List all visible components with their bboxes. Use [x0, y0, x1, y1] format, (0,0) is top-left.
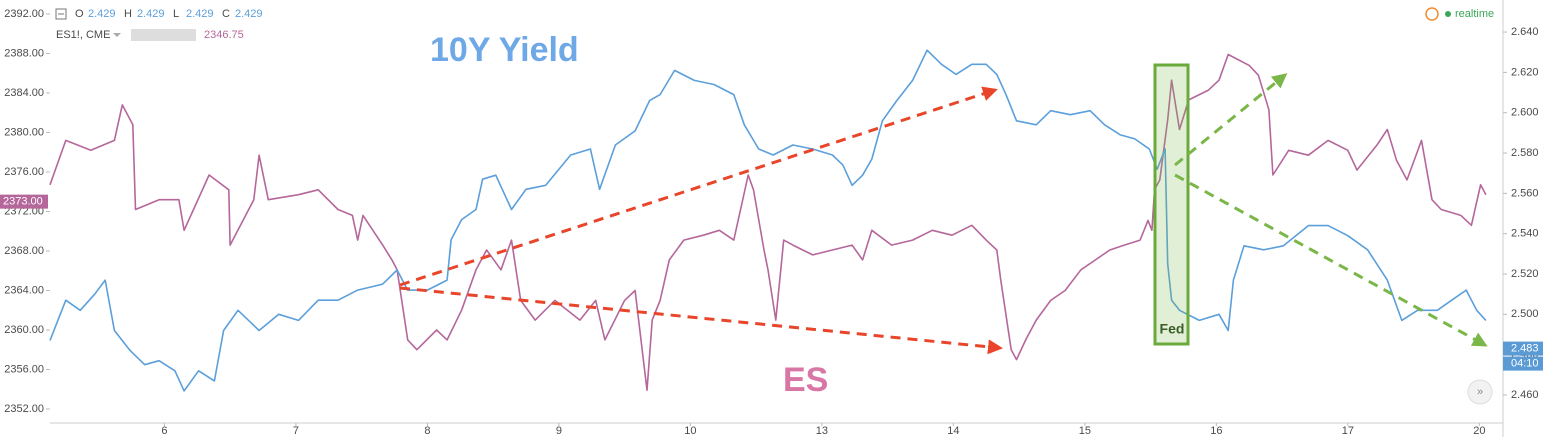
x-tick-label: 9: [556, 425, 562, 437]
ohlc-value: 2.429: [88, 8, 116, 20]
status-dot: [1445, 11, 1451, 17]
y-tick-label: 2352.00: [4, 403, 44, 415]
ohlc-value: 2.429: [137, 8, 165, 20]
arrow: [399, 86, 998, 287]
status: realtime: [1455, 8, 1494, 20]
arrows: [399, 73, 1488, 355]
series-line: [49, 49, 1487, 392]
y-tick-label: 2388.00: [4, 47, 44, 59]
dropdown-icon[interactable]: [113, 33, 121, 37]
series-label: 10Y Yield: [430, 31, 579, 69]
x-tick-label: 13: [816, 425, 828, 437]
arrow: [1174, 73, 1288, 167]
warning-icon[interactable]: [1425, 7, 1439, 21]
y-tick-label: 2356.00: [4, 363, 44, 375]
y-tick-label: 2364.00: [4, 284, 44, 296]
plot-area: [49, 49, 1487, 392]
y-tick-label: 2360.00: [4, 324, 44, 336]
y2-tick-label: 2.500: [1511, 308, 1539, 320]
y2-tick-label: 2.560: [1511, 187, 1539, 199]
series-labels: 10Y Yield ES: [430, 31, 828, 399]
ohlc-key: H: [124, 8, 132, 20]
x-tick-label: 15: [1079, 425, 1091, 437]
series-label: ES: [783, 361, 828, 399]
countdown-label: 04:10: [1511, 358, 1539, 370]
y2-tick-label: 2.460: [1511, 389, 1539, 401]
countdown-tag: [1503, 356, 1543, 371]
x-tick-label: 6: [161, 425, 167, 437]
y2-tick-label: 2.520: [1511, 268, 1539, 280]
ohlc-key: L: [173, 8, 179, 20]
series-line: [49, 53, 1487, 391]
y2-tick-label: 2.620: [1511, 66, 1539, 78]
scroll-icon: »: [1477, 386, 1483, 398]
x-tick-label: 20: [1473, 425, 1485, 437]
x-tick-label: 10: [684, 425, 696, 437]
y-tick-label: 2392.00: [4, 8, 44, 20]
price-tag-label: 2373.00: [3, 196, 43, 208]
symbol-price: 2346.75: [204, 29, 244, 41]
price-tag: [1503, 341, 1543, 356]
x-tick-label: 16: [1210, 425, 1222, 437]
fed-label: Fed: [1160, 321, 1185, 337]
x-tick-label: 14: [947, 425, 959, 437]
ohlc-key: C: [222, 8, 230, 20]
y-tick-label: 2380.00: [4, 126, 44, 138]
fed-box: [1153, 63, 1190, 346]
y2-tick-label: 2.540: [1511, 228, 1539, 240]
y2-tick-label: 2.640: [1511, 26, 1539, 38]
scroll-button[interactable]: [1467, 379, 1493, 405]
arrow: [399, 286, 1003, 355]
tool-icons[interactable]: [131, 29, 196, 41]
collapse-icon[interactable]: [55, 8, 67, 20]
y2-tick-label: 2.580: [1511, 147, 1539, 159]
y-tick-label: 2376.00: [4, 166, 44, 178]
x-tick-label: 17: [1342, 425, 1354, 437]
ohlc-key: O: [75, 8, 84, 20]
ohlc-value: 2.429: [186, 8, 214, 20]
y2-tick-label: 2.600: [1511, 107, 1539, 119]
y-tick-label: 2368.00: [4, 245, 44, 257]
arrow: [1174, 173, 1488, 347]
y-tick-label: 2384.00: [4, 87, 44, 99]
price-tag-label: 2.483: [1511, 343, 1539, 355]
symbol: ES1!, CME: [56, 29, 110, 41]
price-tag: [0, 194, 48, 209]
x-tick-label: 8: [424, 425, 430, 437]
x-tick-label: 7: [293, 425, 299, 437]
ohlc-value: 2.429: [235, 8, 263, 20]
